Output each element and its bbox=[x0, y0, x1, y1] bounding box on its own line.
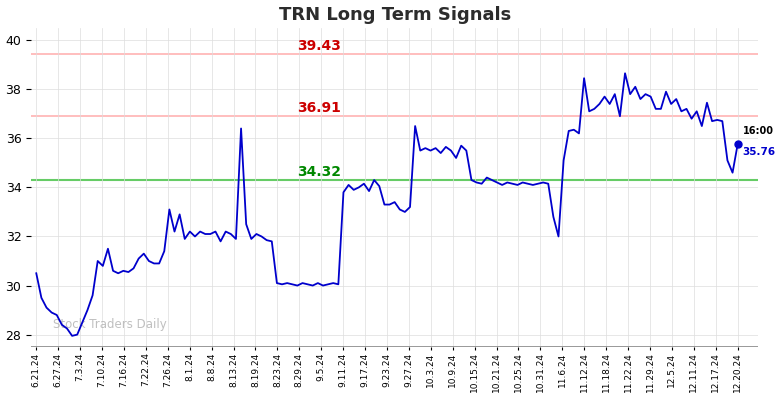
Text: 36.91: 36.91 bbox=[297, 101, 341, 115]
Text: 16:00: 16:00 bbox=[742, 126, 774, 136]
Text: 39.43: 39.43 bbox=[297, 39, 341, 53]
Text: 35.76: 35.76 bbox=[742, 146, 776, 157]
Text: 34.32: 34.32 bbox=[297, 165, 341, 179]
Title: TRN Long Term Signals: TRN Long Term Signals bbox=[278, 6, 511, 23]
Text: Stock Traders Daily: Stock Traders Daily bbox=[53, 318, 167, 331]
